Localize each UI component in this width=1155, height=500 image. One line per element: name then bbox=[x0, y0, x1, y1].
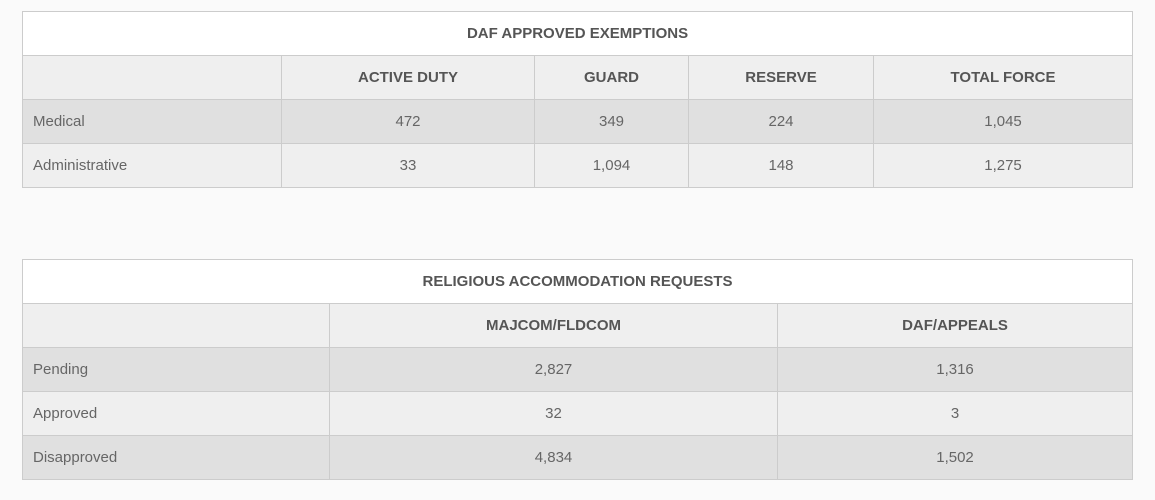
table-cell: 1,316 bbox=[776, 347, 1134, 392]
header-blank-cell bbox=[22, 55, 282, 100]
table-row: Approved 32 3 bbox=[22, 391, 1134, 436]
religious-accommodation-table: RELIGIOUS ACCOMMODATION REQUESTS MAJCOM/… bbox=[21, 259, 1134, 480]
row-label-medical: Medical bbox=[22, 99, 282, 144]
table-cell: 1,502 bbox=[776, 435, 1134, 480]
table-cell: 3 bbox=[776, 391, 1134, 436]
column-header-active-duty: ACTIVE DUTY bbox=[281, 55, 535, 100]
table-cell: 472 bbox=[281, 99, 535, 144]
table-cell: 1,094 bbox=[534, 143, 689, 188]
table-cell: 33 bbox=[281, 143, 535, 188]
row-label-approved: Approved bbox=[22, 391, 330, 436]
table-cell: 1,045 bbox=[872, 99, 1134, 144]
exemptions-title: DAF APPROVED EXEMPTIONS bbox=[21, 11, 1134, 56]
table-cell: 148 bbox=[688, 143, 874, 188]
table-cell: 1,275 bbox=[872, 143, 1134, 188]
table-header-row: ACTIVE DUTY GUARD RESERVE TOTAL FORCE bbox=[22, 55, 1134, 100]
row-label-pending: Pending bbox=[22, 347, 330, 392]
table-cell: 32 bbox=[329, 391, 778, 436]
table-cell: 349 bbox=[534, 99, 689, 144]
exemptions-table: DAF APPROVED EXEMPTIONS ACTIVE DUTY GUAR… bbox=[21, 11, 1134, 188]
column-header-total-force: TOTAL FORCE bbox=[872, 55, 1134, 100]
religious-title: RELIGIOUS ACCOMMODATION REQUESTS bbox=[21, 259, 1134, 304]
table-row: Medical 472 349 224 1,045 bbox=[22, 99, 1134, 144]
column-header-reserve: RESERVE bbox=[688, 55, 874, 100]
column-header-daf-appeals: DAF/APPEALS bbox=[776, 303, 1134, 348]
table-row: Pending 2,827 1,316 bbox=[22, 347, 1134, 392]
row-label-administrative: Administrative bbox=[22, 143, 282, 188]
column-header-guard: GUARD bbox=[534, 55, 689, 100]
table-title-row: DAF APPROVED EXEMPTIONS bbox=[21, 11, 1134, 56]
row-label-disapproved: Disapproved bbox=[22, 435, 330, 480]
header-blank-cell bbox=[22, 303, 330, 348]
table-row: Disapproved 4,834 1,502 bbox=[22, 435, 1134, 480]
table-cell: 4,834 bbox=[329, 435, 778, 480]
table-header-row: MAJCOM/FLDCOM DAF/APPEALS bbox=[22, 303, 1134, 348]
column-header-majcom-fldcom: MAJCOM/FLDCOM bbox=[329, 303, 778, 348]
table-title-row: RELIGIOUS ACCOMMODATION REQUESTS bbox=[21, 259, 1134, 304]
table-cell: 2,827 bbox=[329, 347, 778, 392]
table-cell: 224 bbox=[688, 99, 874, 144]
table-row: Administrative 33 1,094 148 1,275 bbox=[22, 143, 1134, 188]
